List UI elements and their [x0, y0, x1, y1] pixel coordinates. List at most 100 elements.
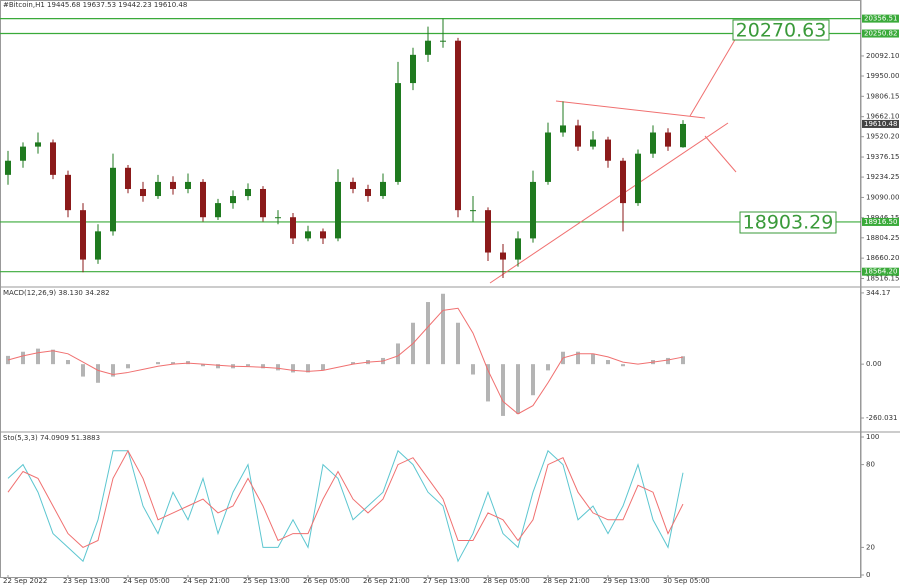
histogram-bar [681, 356, 685, 365]
y-tick-label: 19090.00 [866, 193, 899, 201]
line-series [7, 307, 684, 415]
y-tick-label: 19520.20 [866, 133, 899, 141]
candle-body [140, 188, 146, 197]
histogram-bar [456, 322, 460, 365]
x-tick-label: 22 Sep 2022 [3, 577, 47, 585]
histogram-bar [531, 364, 535, 396]
y-tick-label: 19234.25 [866, 173, 899, 181]
histogram-bar [201, 364, 205, 367]
line-series [7, 449, 684, 563]
candle-body [170, 181, 176, 189]
candle-body [185, 181, 191, 189]
candle-body [590, 139, 596, 147]
candle-body [125, 167, 131, 189]
candle-body [470, 210, 476, 212]
candle-body [560, 125, 566, 133]
y-tick-label: 20 [866, 543, 875, 551]
projection-line [704, 135, 737, 173]
histogram-bar [261, 364, 265, 369]
x-tick-label: 28 Sep 21:00 [543, 577, 590, 585]
histogram-bar [441, 293, 445, 365]
level-label: 18916.50 [864, 218, 897, 226]
candle-body [650, 132, 656, 154]
histogram-bar [96, 364, 100, 383]
candle-body [605, 139, 611, 161]
candle-body [290, 217, 296, 239]
projection-line [689, 37, 737, 117]
histogram-bar [51, 349, 55, 365]
histogram-bar [501, 364, 505, 416]
histogram-bar [171, 362, 175, 365]
histogram-bar [66, 360, 70, 365]
candle-body [665, 132, 671, 147]
histogram-bar [606, 360, 610, 365]
histogram-bar [666, 357, 670, 365]
candle-body [500, 252, 506, 260]
y-tick-label: 18946.15 [866, 214, 899, 222]
chart-title: #Bitcoin,H1 19445.68 19637.53 19442.23 1… [3, 1, 187, 9]
y-tick-label: 0 [866, 571, 870, 579]
candle-body [335, 181, 341, 239]
price-label-box [862, 119, 899, 128]
histogram-bar [576, 351, 580, 365]
histogram-bar [6, 355, 10, 365]
histogram-bar [246, 364, 250, 367]
histogram-bar [351, 362, 355, 365]
stoch-title: Sto(5,3,3) 74.0909 51.3883 [3, 434, 100, 442]
histogram-bar [516, 364, 520, 414]
histogram-bar [156, 362, 160, 365]
candle-body [455, 40, 461, 211]
candle-body [365, 188, 371, 197]
line-series [7, 449, 684, 548]
candle-body [5, 160, 11, 175]
candle-body [110, 167, 116, 232]
histogram-bar [486, 364, 490, 402]
x-tick-label: 26 Sep 21:00 [363, 577, 410, 585]
annotation-box [739, 211, 837, 234]
candle-body [80, 210, 86, 260]
candle-body [215, 203, 221, 218]
annotation-box [732, 19, 830, 41]
y-tick-label: -260.031 [866, 414, 897, 422]
level-label-box [862, 267, 899, 276]
annotation: 18903.29 [743, 212, 834, 234]
price-label: 19610.48 [864, 120, 897, 128]
level-label-box [862, 14, 899, 23]
candle-body [230, 196, 236, 204]
y-tick-label: 19950.00 [866, 72, 899, 80]
candle-body [260, 188, 266, 218]
y-tick-label: 344.17 [866, 289, 891, 297]
candle-body [395, 83, 401, 182]
x-tick-label: 24 Sep 21:00 [183, 577, 230, 585]
histogram-bar [321, 364, 325, 371]
x-tick-label: 29 Sep 13:00 [603, 577, 650, 585]
level-label: 20356.51 [864, 15, 897, 23]
histogram-bar [36, 348, 40, 365]
y-tick-label: 19662.10 [866, 113, 899, 121]
x-tick-label: 23 Sep 13:00 [63, 577, 110, 585]
candle-body [95, 231, 101, 260]
candle-body [380, 181, 386, 197]
annotation: 20270.63 [736, 20, 827, 42]
candle-body [155, 181, 161, 197]
level-label: 18564.20 [864, 268, 897, 276]
level-label: 20250.82 [864, 30, 897, 38]
candle-body [35, 142, 41, 147]
trendline [555, 100, 706, 119]
histogram-bar [471, 364, 475, 375]
candle-body [620, 160, 626, 204]
y-tick-label: 18804.25 [866, 234, 899, 242]
histogram-bar [126, 364, 130, 369]
x-tick-label: 25 Sep 13:00 [243, 577, 290, 585]
histogram-bar [426, 302, 430, 365]
candle-body [425, 40, 431, 55]
candle-body [350, 181, 356, 189]
candle-body [200, 181, 206, 218]
x-tick-label: 26 Sep 05:00 [303, 577, 350, 585]
candle-body [575, 125, 581, 147]
histogram-bar [306, 364, 310, 373]
candle-body [515, 238, 521, 260]
candle-body [275, 217, 281, 219]
y-tick-label: 19806.15 [866, 92, 899, 100]
y-tick-label: 20092.10 [866, 52, 899, 60]
